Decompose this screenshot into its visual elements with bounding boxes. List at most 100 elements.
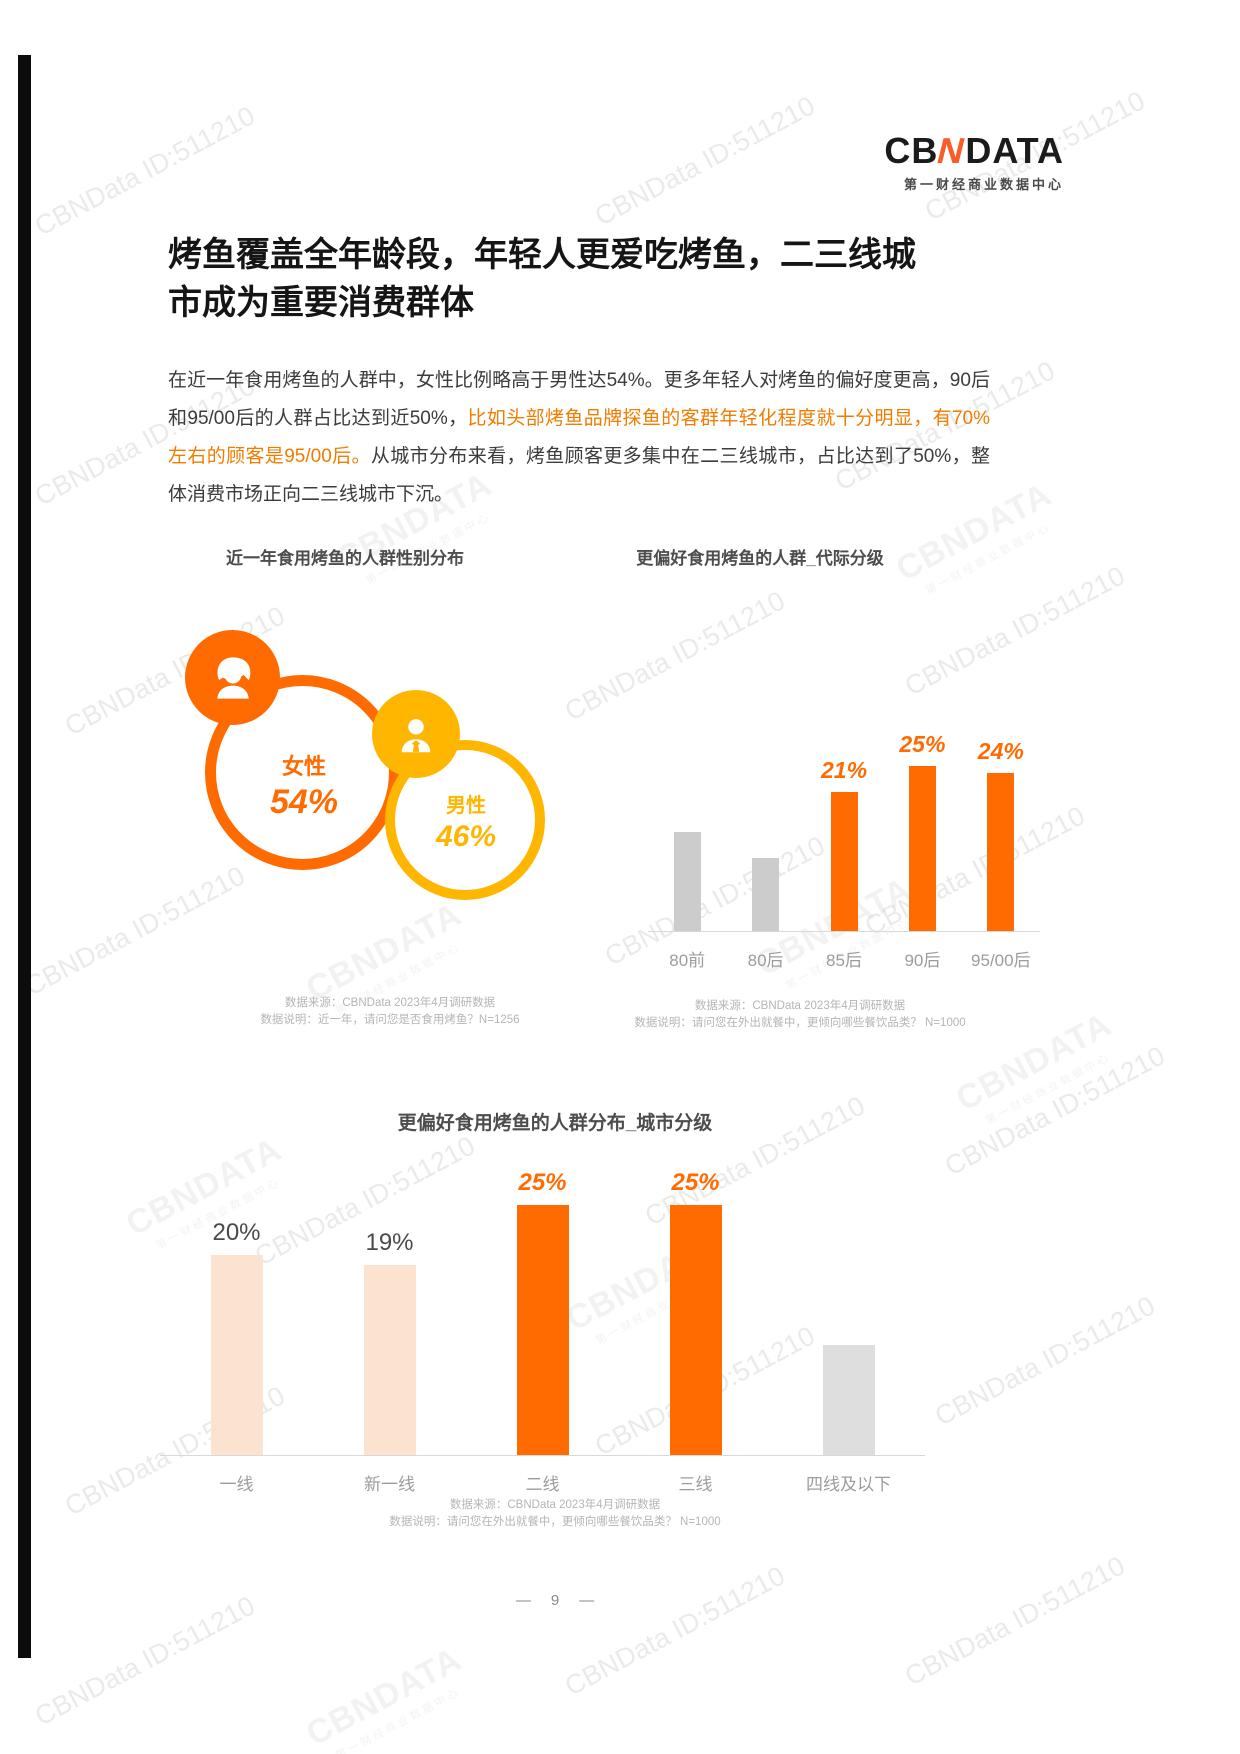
- page-title-line1: 烤鱼覆盖全年龄段，年轻人更爱吃烤鱼，二三线城: [168, 236, 916, 274]
- generation-chart-source: 数据来源：CBNData 2023年4月调研数据: [694, 1000, 906, 1012]
- city-bars: 20% 19% 25% 25%: [160, 1165, 925, 1455]
- category-label: 85后: [826, 951, 862, 970]
- page-title-line2: 市成为重要消费群体: [168, 283, 474, 322]
- female-label: 女性: [281, 754, 326, 779]
- city-chart-title: 更偏好食用烤鱼的人群分布_城市分级: [397, 1113, 713, 1134]
- page-number-value: 9: [550, 1592, 560, 1609]
- logo-watermark-subtext: 第一财经商业数据中心: [983, 1051, 1114, 1128]
- city-categories: 一线 新一线 二线 三线 四线及以下: [160, 1470, 925, 1495]
- id-watermark: CBNData ID:511210: [30, 100, 260, 242]
- male-value: 46%: [435, 820, 497, 853]
- category-label: 80后: [747, 951, 784, 970]
- male-badge: [372, 690, 460, 778]
- logo-subtitle: 第一财经商业数据中心: [903, 177, 1064, 192]
- category-label: 四线及以下: [806, 1475, 891, 1494]
- bar-85后: [830, 792, 858, 931]
- city-chart: 20% 19% 25% 25% 一线 新一线 二线 三线 四线及以下: [160, 1165, 925, 1495]
- bar-column: 24%: [962, 740, 1040, 931]
- bar-value-label: 24%: [977, 738, 1024, 764]
- bar-80后: [752, 858, 780, 931]
- page-title: 烤鱼覆盖全年龄段，年轻人更爱吃烤鱼，二三线城 市成为重要消费群体: [168, 232, 1018, 327]
- paragraph-segment-dark: 在近一年食用烤鱼的人群中，女性比例略高于男性达54%。更多年轻人对烤鱼的偏好度更…: [168, 370, 990, 429]
- bar-value-label: 25%: [671, 1169, 720, 1196]
- male-stat: 男性 46%: [402, 793, 530, 855]
- bar-column: 19%: [313, 1231, 466, 1455]
- bar-value-label: 19%: [365, 1229, 414, 1256]
- bar-column: 25%: [619, 1171, 772, 1455]
- city-chart-desc: 数据说明：请问您在外出就餐中，更倾向哪些餐饮品类？ N=1000: [389, 1516, 721, 1529]
- gender-chart-title: 近一年食用烤鱼的人群性别分布: [226, 549, 464, 568]
- logo-part-right: DATA: [965, 130, 1064, 171]
- bar-column: [772, 1345, 925, 1455]
- gender-chart-source: 数据来源：CBNData 2023年4月调研数据: [284, 997, 496, 1009]
- id-watermark: CBNData ID:511210: [590, 90, 820, 232]
- bar-column: [726, 858, 804, 931]
- id-watermark: CBNData ID:511210: [940, 1040, 1170, 1182]
- generation-bars: 21% 25% 24%: [648, 700, 1040, 931]
- female-badge: [185, 630, 280, 725]
- bar-column: 20%: [160, 1221, 313, 1455]
- female-value: 54%: [269, 782, 339, 821]
- category-label: 一线: [219, 1475, 254, 1494]
- city-chart-source: 数据来源：CBNData 2023年4月调研数据: [449, 1499, 661, 1511]
- female-stat: 女性 54%: [238, 753, 370, 822]
- generation-categories: 80前 80后 85后 90后 95/00后: [648, 946, 1040, 971]
- bar-90后: [908, 766, 936, 931]
- bar-四线及以下: [822, 1345, 875, 1455]
- id-watermark: CBNData ID:511210: [930, 1290, 1160, 1432]
- bar-value-label: 25%: [518, 1169, 567, 1196]
- intro-paragraph: 在近一年食用烤鱼的人群中，女性比例略高于男性达54%。更多年轻人对烤鱼的偏好度更…: [168, 362, 990, 514]
- left-accent-bar: [18, 55, 31, 1658]
- logo-watermark-text: CBNDATA: [300, 1640, 468, 1754]
- city-chart-notes: 数据来源：CBNData 2023年4月调研数据 数据说明：请问您在外出就餐中，…: [330, 1497, 780, 1532]
- bar-一线: [210, 1255, 263, 1455]
- category-label: 80前: [669, 951, 706, 970]
- logo-wordmark: CBNDATA: [884, 130, 1064, 171]
- logo-watermark-text: CBNDATA: [300, 895, 468, 1009]
- bar-80前: [673, 832, 701, 931]
- bar-95/00后: [987, 773, 1015, 931]
- gender-chart-desc: 数据说明：近一年，请问您是否食用烤鱼？N=1256: [260, 1014, 520, 1027]
- category-label: 90后: [904, 951, 941, 970]
- id-watermark: CBNData ID:511210: [900, 560, 1130, 702]
- generation-chart-notes: 数据来源：CBNData 2023年4月调研数据 数据说明：请问您在外出就餐中，…: [590, 998, 1010, 1033]
- page-number-dash-left: —: [515, 1592, 531, 1609]
- bar-三线: [669, 1205, 722, 1455]
- bar-value-label: 20%: [212, 1219, 261, 1246]
- generation-axis-line: [648, 931, 1040, 932]
- bar-column: 25%: [883, 733, 961, 931]
- bar-column: 25%: [466, 1171, 619, 1455]
- category-label: 95/00后: [971, 951, 1031, 970]
- category-label: 二线: [525, 1475, 560, 1494]
- generation-chart-title: 更偏好食用烤鱼的人群_代际分级: [636, 549, 884, 568]
- category-label: 三线: [678, 1475, 713, 1494]
- id-watermark: CBNData ID:511210: [560, 1560, 790, 1702]
- gender-chart-notes: 数据来源：CBNData 2023年4月调研数据 数据说明：近一年，请问您是否食…: [190, 995, 590, 1030]
- male-label: 男性: [446, 795, 486, 817]
- logo-watermark-subtext: 第一财经商业数据中心: [923, 521, 1054, 598]
- female-icon: [207, 652, 259, 704]
- category-label: 新一线: [364, 1475, 415, 1494]
- male-ring: [385, 740, 545, 900]
- id-watermark: CBNData ID:511210: [20, 860, 250, 1002]
- bar-二线: [516, 1205, 569, 1455]
- id-watermark: CBNData ID:511210: [30, 1590, 260, 1732]
- bar-column: [648, 832, 726, 931]
- city-axis-line: [160, 1455, 925, 1456]
- cbndata-logo: CBNDATA 第一财经商业数据中心: [884, 130, 1064, 193]
- id-watermark: CBNData ID:511210: [900, 1550, 1130, 1692]
- paragraph-segment-orange: 比如头部烤鱼品牌探鱼的客群年轻化程度就十分明显，有70%左右的顾客是95/00后…: [168, 408, 990, 467]
- paragraph-segment-dark: 从城市分布来看，烤鱼顾客更多集中在二三线城市，占比达到了50%，整体消费市场正向…: [168, 446, 990, 505]
- page-number: — 9 —: [0, 1592, 1110, 1609]
- logo-part-left: CB: [884, 130, 939, 171]
- generation-chart-desc: 数据说明：请问您在外出就餐中，更倾向哪些餐饮品类？ N=1000: [634, 1017, 966, 1030]
- generation-chart: 21% 25% 24% 80前 80后 85后 90后 95/00后: [648, 700, 1040, 971]
- bar-新一线: [363, 1265, 416, 1455]
- bar-value-label: 21%: [820, 757, 868, 783]
- bar-value-label: 25%: [899, 731, 946, 757]
- logo-watermark-subtext: 第一财经商业数据中心: [333, 1686, 464, 1754]
- bar-column: 21%: [805, 759, 883, 931]
- male-icon: [393, 711, 439, 757]
